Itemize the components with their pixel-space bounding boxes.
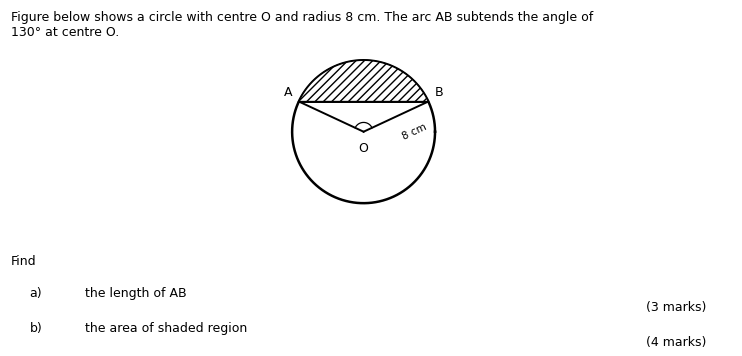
Text: O: O: [358, 142, 369, 156]
Text: Find: Find: [11, 255, 37, 268]
Text: (3 marks): (3 marks): [646, 301, 706, 314]
Text: 8 cm: 8 cm: [401, 122, 429, 142]
Text: A: A: [284, 86, 292, 99]
Text: Figure below shows a circle with centre O and radius 8 cm. The arc AB subtends t: Figure below shows a circle with centre …: [11, 11, 594, 39]
Text: b): b): [30, 322, 42, 335]
Text: the length of AB: the length of AB: [85, 287, 187, 300]
Text: a): a): [30, 287, 42, 300]
Polygon shape: [299, 60, 428, 101]
Text: (4 marks): (4 marks): [646, 336, 706, 350]
Text: the area of shaded region: the area of shaded region: [85, 322, 248, 335]
Text: B: B: [435, 86, 444, 99]
